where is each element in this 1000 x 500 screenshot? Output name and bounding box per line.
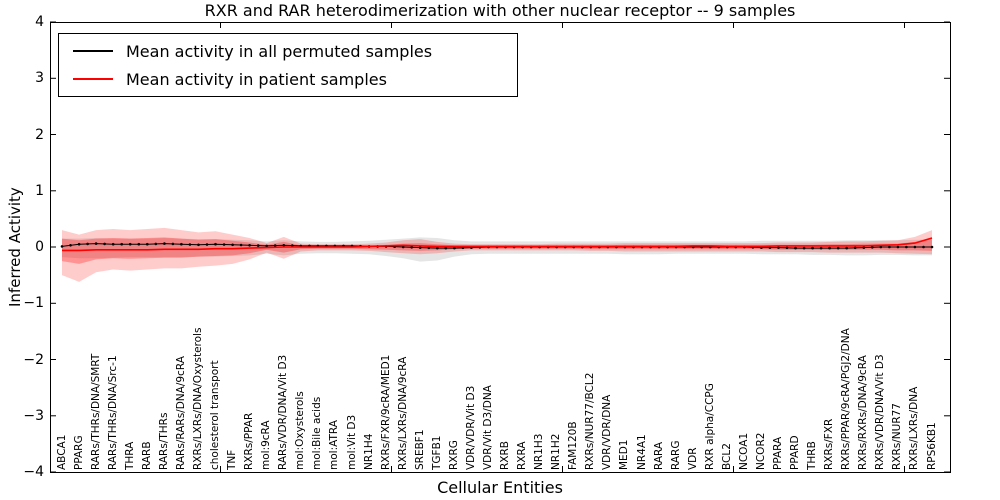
x-tick-label: RARB xyxy=(140,441,153,470)
x-tick-label: RXRG xyxy=(447,440,460,470)
x-tick-label: mol:ATRA xyxy=(328,420,341,470)
chart-title: RXR and RAR heterodimerization with othe… xyxy=(204,1,796,20)
x-tick-label: NR4A1 xyxy=(635,434,648,470)
permuted-line-swatch xyxy=(73,50,113,52)
x-tick-label: TNF xyxy=(226,449,239,470)
x-tick-label: RXRs/FXR xyxy=(823,418,836,470)
x-tick-label: PPARA xyxy=(772,436,784,470)
x-tick-label: THRB xyxy=(806,441,819,470)
x-axis-label: Cellular Entities xyxy=(437,478,563,497)
x-tick-label: RARs/THRs xyxy=(157,412,170,470)
x-tick-label: RXRs/NUR77 xyxy=(891,403,904,470)
patient-samples-range-inner-band xyxy=(62,237,932,264)
x-tick-label: MED1 xyxy=(618,439,631,470)
x-tick-label: FAM120B xyxy=(567,421,580,470)
x-tick-label: NCOR2 xyxy=(754,432,767,470)
x-tick-label: RARs/THRs/DNA/SMRT xyxy=(89,353,102,470)
x-tick-label: mol:Bile acids xyxy=(311,396,324,470)
x-tick-label: NR1H4 xyxy=(362,433,375,470)
x-tick-label: VDR/VDR/DNA xyxy=(601,394,614,470)
y-tick-label: −3 xyxy=(23,407,44,424)
x-tick-label: RXRA xyxy=(516,441,529,470)
x-tick-label: VDR xyxy=(686,447,699,470)
legend-label-permuted: Mean activity in all permuted samples xyxy=(126,41,433,61)
x-tick-label: ABCA1 xyxy=(55,434,68,470)
y-tick-label: 0 xyxy=(35,239,44,255)
x-tick-label: VDR/Vit D3/DNA xyxy=(482,385,494,470)
y-tick-label: −4 xyxy=(23,464,44,480)
x-tick-label: PPARD xyxy=(789,435,801,470)
permuted-samples-range-band xyxy=(62,237,932,262)
x-tick-label: RXRs/FXR/9cRA/MED1 xyxy=(379,354,392,470)
patient-mean-line xyxy=(62,237,933,252)
x-tick-label: mol:Oxysterols xyxy=(294,391,307,470)
legend-entry-patient: Mean activity in patient samples xyxy=(73,68,517,90)
x-tick-label: RXRB xyxy=(499,441,511,470)
x-tick-label: SREBF1 xyxy=(413,429,426,470)
x-tick-label: RXRs/PPAR/9cRA/PGJ2/DNA xyxy=(840,328,853,470)
x-tick-label: TGFB1 xyxy=(430,435,443,470)
y-tick-label: −2 xyxy=(23,351,44,368)
x-tick-label: PPARG xyxy=(72,435,85,470)
y-tick-label: 1 xyxy=(35,182,44,199)
x-tick-label: RARs/VDR/DNA/Vit D3 xyxy=(277,354,290,470)
axis-ticks xyxy=(50,21,950,473)
legend: Mean activity in all permuted samples Me… xyxy=(58,33,518,97)
y-tick-label: −1 xyxy=(23,295,44,312)
patient-line-swatch xyxy=(73,78,113,80)
x-tick-label: RPS6KB1 xyxy=(925,422,938,470)
x-tick-label: NR1H3 xyxy=(533,433,546,470)
x-tick-label: RXR alpha/CCPG xyxy=(703,383,716,470)
y-tick-label: 2 xyxy=(35,126,44,143)
x-tick-label: RARG xyxy=(669,440,682,471)
x-tick-label: RARs/THRs/DNA/Src-1 xyxy=(106,355,119,470)
legend-entry-permuted: Mean activity in all permuted samples xyxy=(73,40,517,62)
y-tick-label: 4 xyxy=(35,14,44,30)
x-tick-label: cholesterol transport xyxy=(209,360,221,470)
x-tick-label: RARs/RARs/DNA/9cRA xyxy=(174,356,187,470)
x-tick-label: THRA xyxy=(123,441,136,470)
x-tick-label: BCL2 xyxy=(720,443,733,470)
legend-label-patient: Mean activity in patient samples xyxy=(126,69,387,89)
x-tick-label: RARA xyxy=(652,441,665,470)
x-tick-label: RXRs/PPAR xyxy=(243,412,256,470)
x-tick-label: NR1H2 xyxy=(550,433,563,470)
x-tick-label: NCOA1 xyxy=(737,432,750,470)
x-tick-label: RXRs/LXRs/DNA xyxy=(908,386,921,470)
x-tick-label: VDR/VDR/Vit D3 xyxy=(464,385,477,470)
x-tick-label: mol:Vit D3 xyxy=(345,414,358,470)
x-tick-label: RXRs/RXRs/DNA/9cRA xyxy=(857,355,870,470)
x-tick-label: RXRs/NUR77/BCL2 xyxy=(584,372,597,470)
x-tick-label: mol:9cRA xyxy=(260,420,273,470)
patient-samples-range-outer-band xyxy=(62,227,932,282)
y-tick-label: 3 xyxy=(35,70,44,87)
x-tick-label: RXRs/VDR/DNA/Vit D3 xyxy=(874,354,887,470)
x-tick-label: RXRs/LXRs/DNA/9cRA xyxy=(396,356,409,470)
x-tick-label: RXRs/LXRs/DNA/Oxysterols xyxy=(192,327,204,470)
